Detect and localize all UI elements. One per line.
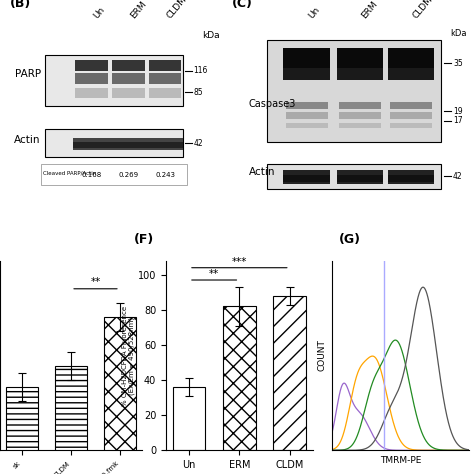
Bar	[388, 175, 434, 182]
Text: Actin: Actin	[14, 135, 41, 145]
Bar	[110, 142, 147, 147]
Bar	[147, 138, 183, 150]
Bar	[390, 123, 432, 128]
Bar	[283, 68, 330, 81]
Bar	[388, 48, 434, 70]
Text: 85: 85	[193, 88, 203, 97]
Text: Un: Un	[307, 5, 321, 21]
Y-axis label: COUNT: COUNT	[317, 339, 326, 372]
Text: Actin: Actin	[248, 167, 275, 177]
Bar	[286, 112, 328, 119]
Bar	[75, 73, 108, 83]
Bar	[75, 88, 108, 99]
Text: Cleaved PARP/Actin: Cleaved PARP/Actin	[43, 171, 96, 176]
Bar	[390, 112, 432, 119]
Bar	[337, 68, 383, 81]
Text: (F): (F)	[134, 233, 154, 246]
Bar	[339, 102, 381, 109]
Bar	[110, 138, 147, 150]
Bar	[149, 88, 182, 99]
Bar	[104, 317, 136, 474]
Text: (C): (C)	[232, 0, 253, 10]
Text: 0.168: 0.168	[82, 172, 102, 178]
X-axis label: TMRM-PE: TMRM-PE	[380, 456, 421, 465]
Bar	[388, 170, 434, 184]
Text: (B): (B)	[10, 0, 31, 10]
Text: 17: 17	[453, 117, 463, 125]
Bar	[339, 123, 381, 128]
Bar	[112, 88, 145, 99]
Text: PARP: PARP	[15, 69, 41, 79]
Text: Caspase3: Caspase3	[248, 99, 296, 109]
Bar	[286, 123, 328, 128]
Text: **: **	[91, 277, 100, 287]
Bar	[73, 138, 110, 150]
Text: ERM: ERM	[360, 0, 380, 21]
Bar	[337, 170, 383, 184]
Bar	[45, 129, 183, 157]
Bar	[112, 73, 145, 83]
Bar	[283, 175, 330, 182]
Text: CLDM: CLDM	[165, 0, 189, 21]
Bar	[283, 48, 330, 70]
Text: kDa: kDa	[451, 29, 467, 38]
Text: ***: ***	[232, 257, 247, 267]
Bar	[75, 60, 108, 71]
Text: 0.243: 0.243	[155, 172, 175, 178]
Text: Un: Un	[91, 5, 107, 21]
Bar	[390, 102, 432, 109]
Bar	[147, 142, 183, 147]
Bar	[41, 164, 187, 185]
Bar	[267, 164, 441, 189]
Text: 35: 35	[453, 59, 463, 68]
Bar	[55, 366, 87, 474]
Bar	[7, 387, 38, 474]
Bar	[73, 142, 110, 147]
Text: 0.269: 0.269	[118, 172, 138, 178]
Bar	[45, 55, 183, 106]
Bar	[337, 175, 383, 182]
Text: **: **	[209, 269, 219, 279]
Bar	[149, 73, 182, 83]
Bar	[339, 112, 381, 119]
Text: 42: 42	[193, 139, 203, 148]
Y-axis label: % CM-H2DCFDA Fluoresence
(Ex/Em = 490/528nm): % CM-H2DCFDA Fluoresence (Ex/Em = 490/52…	[121, 305, 135, 406]
Text: kDa: kDa	[202, 31, 219, 40]
Text: 116: 116	[193, 66, 208, 75]
Bar	[112, 60, 145, 71]
Bar	[173, 387, 205, 450]
Text: CLDM: CLDM	[411, 0, 435, 21]
Bar	[149, 60, 182, 71]
Text: 19: 19	[453, 107, 463, 116]
Text: 42: 42	[453, 172, 463, 181]
Bar	[286, 102, 328, 109]
Bar	[388, 68, 434, 81]
Bar	[283, 170, 330, 184]
Text: ERM: ERM	[128, 0, 148, 21]
Bar	[223, 306, 256, 450]
Text: (G): (G)	[338, 233, 361, 246]
Bar	[267, 40, 441, 142]
Bar	[337, 48, 383, 70]
Bar	[273, 296, 306, 450]
